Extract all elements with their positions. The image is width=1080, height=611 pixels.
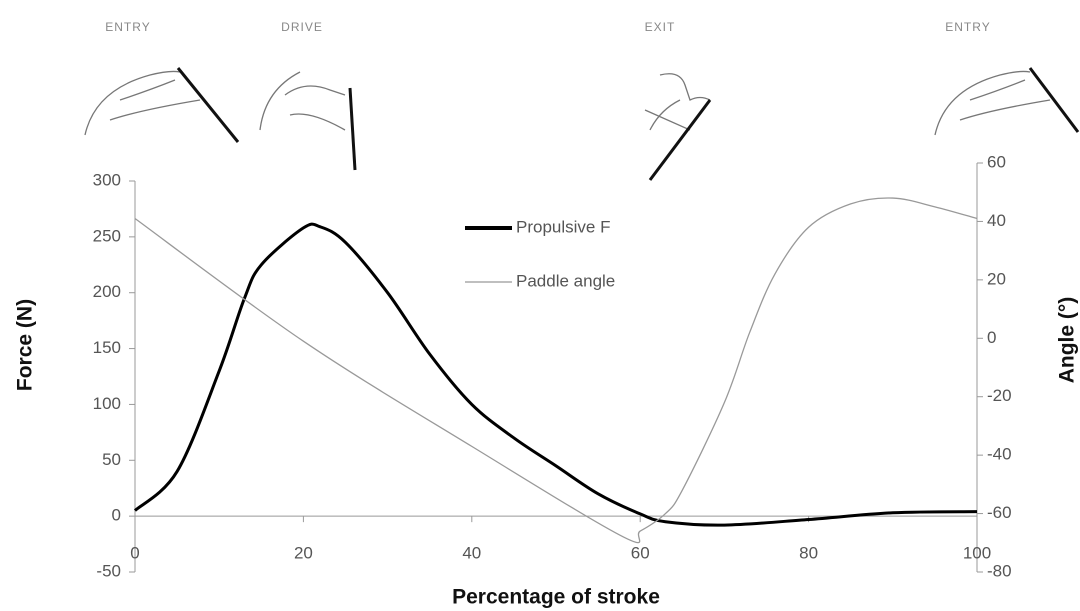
phase-label: ENTRY [945, 20, 990, 34]
y-tick-label: 300 [93, 170, 121, 189]
y2-tick-label: -20 [987, 386, 1012, 405]
chart: Percentage of stroke Force (N) Angle (°)… [0, 0, 1080, 611]
y-tick-label: 150 [93, 338, 121, 357]
phase-label: EXIT [645, 20, 676, 34]
y-tick-label: 250 [93, 226, 121, 245]
x-tick-label: 80 [799, 544, 818, 563]
y-tick-label: 200 [93, 282, 121, 301]
legend-label: Paddle angle [516, 271, 615, 290]
x-tick-label: 60 [631, 544, 650, 563]
y-tick-label: 0 [112, 506, 121, 525]
paddle [178, 68, 238, 142]
x-tick-label: 40 [462, 544, 481, 563]
y2-tick-label: 20 [987, 269, 1006, 288]
y-tick-label: -50 [96, 561, 121, 580]
y2-axis-label: Angle (°) [1056, 297, 1079, 384]
x-tick-label: 0 [130, 544, 139, 563]
series-line [135, 224, 977, 525]
y-tick-label: 50 [102, 450, 121, 469]
x-tick-label: 20 [294, 544, 313, 563]
phase-label: DRIVE [281, 20, 323, 34]
figure [645, 74, 710, 130]
y2-tick-label: -40 [987, 445, 1012, 464]
x-axis-label: Percentage of stroke [452, 586, 660, 609]
figure [935, 71, 1050, 135]
x-tick-label: 100 [963, 544, 991, 563]
y2-tick-label: 0 [987, 328, 996, 347]
figure [260, 72, 345, 130]
y2-tick-label: 40 [987, 211, 1006, 230]
legend-label: Propulsive F [516, 217, 610, 236]
y2-tick-label: -80 [987, 561, 1012, 580]
paddle [1030, 68, 1078, 132]
y-tick-label: 100 [93, 394, 121, 413]
figure [85, 71, 200, 135]
phase-label: ENTRY [105, 20, 150, 34]
paddle [350, 88, 355, 170]
y-axis-label: Force (N) [14, 299, 37, 391]
series-line [135, 198, 977, 543]
y2-tick-label: 60 [987, 152, 1006, 171]
y2-tick-label: -60 [987, 503, 1012, 522]
paddle [650, 100, 710, 180]
rower-illustrations [85, 68, 1078, 180]
